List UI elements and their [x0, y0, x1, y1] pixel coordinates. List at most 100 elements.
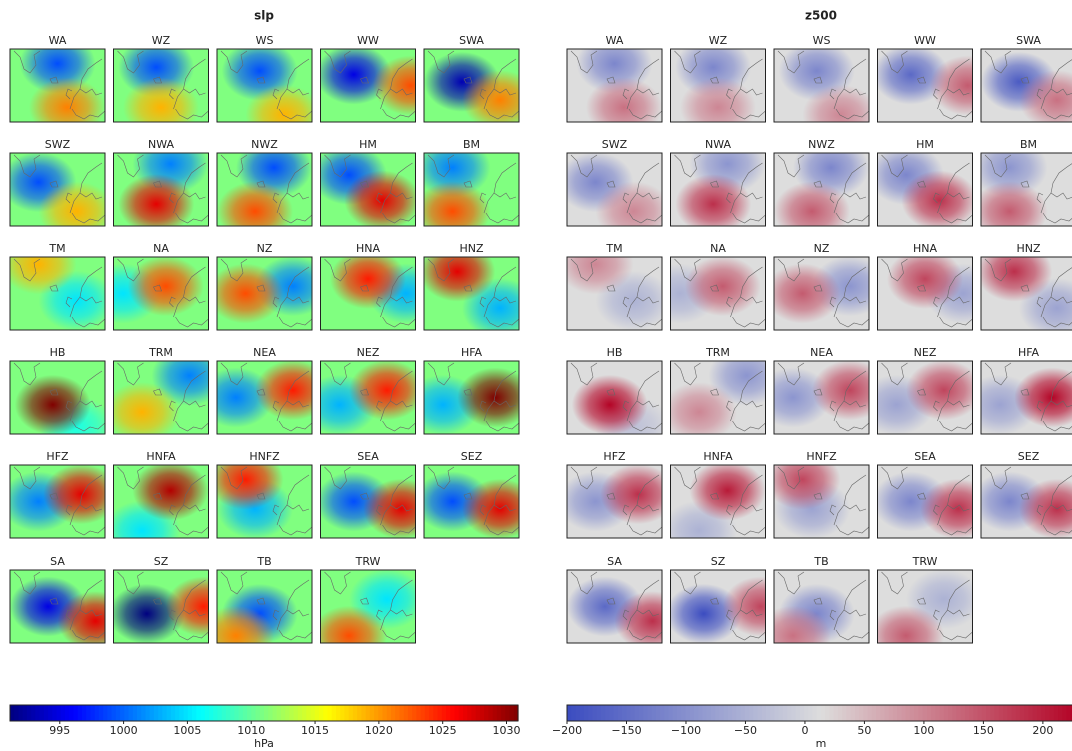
colorbar-tick-label: 200 [1032, 724, 1053, 737]
panel-title: WS [813, 34, 831, 47]
panel-title: WW [914, 34, 936, 47]
map-panel [976, 242, 1072, 339]
figure-title: z500 [805, 9, 837, 23]
colorbar-tick-label: 50 [857, 724, 871, 737]
panel-title: SZ [711, 555, 726, 568]
map-panel [962, 361, 1072, 435]
colorbar-tick-label: 0 [801, 724, 808, 737]
panel-title: SEZ [1018, 450, 1040, 463]
panel-title: SWZ [602, 138, 628, 151]
map-panel [419, 242, 538, 339]
colorbar-tick-label: 1000 [110, 724, 138, 737]
map-panel [755, 360, 888, 434]
colorbar-tick-label: 1025 [429, 724, 457, 737]
panel-title: SWA [1016, 34, 1041, 47]
panel-title: NA [710, 242, 726, 255]
figure-title: slp [254, 9, 274, 23]
panel-title: NWA [148, 138, 175, 151]
panel-title: TRM [148, 346, 173, 359]
panel-title: WZ [152, 34, 171, 47]
colorbar-label: hPa [254, 737, 274, 750]
panel-title: NA [153, 242, 169, 255]
map-panel [104, 461, 209, 561]
map-panel [774, 41, 879, 145]
colorbar-tick-label: 150 [973, 724, 994, 737]
map-panel [311, 145, 420, 231]
panel-title: NZ [814, 242, 830, 255]
map-panel [661, 461, 766, 561]
panel-title: HM [359, 138, 377, 151]
panel-title: WA [49, 34, 67, 47]
panel-title: HNZ [459, 242, 484, 255]
panel-title: WA [606, 34, 624, 47]
panel-title: HNFZ [806, 450, 837, 463]
panel-title: SEA [357, 450, 379, 463]
panel-title: HNZ [1016, 242, 1041, 255]
panel-title: WS [256, 34, 274, 47]
panel-title: TM [605, 242, 622, 255]
colorbar [567, 705, 1072, 721]
page: {"figures": [ {"title": "slp", "panels":… [0, 0, 1072, 751]
colorbar-tick-label: 1015 [301, 724, 329, 737]
map-panel [558, 464, 677, 538]
map-panel [868, 145, 977, 231]
colorbar-tick-label: 1020 [365, 724, 393, 737]
map-panel [217, 41, 322, 145]
panel-title: WZ [709, 34, 728, 47]
map-panel [981, 49, 1072, 130]
panel-title: BM [463, 138, 480, 151]
map-panel [311, 569, 425, 666]
panel-title: TB [813, 555, 828, 568]
panel-title: SEZ [461, 450, 483, 463]
panel-title: NWA [705, 138, 732, 151]
panel-title: HFA [1018, 346, 1040, 359]
map-panel [424, 49, 538, 130]
map-panel [198, 570, 312, 666]
panel-title: NWZ [808, 138, 835, 151]
map-panel [198, 360, 331, 434]
panel-title: NEA [810, 346, 833, 359]
map-panel [558, 152, 672, 241]
colorbar-label: m [816, 737, 827, 750]
map-panel [10, 361, 115, 457]
colorbar-tick-label: 1005 [173, 724, 201, 737]
colorbar-tick-label: 100 [913, 724, 934, 737]
panel-title: TB [256, 555, 271, 568]
panel-title: HFA [461, 346, 483, 359]
map-panel [316, 465, 440, 539]
colorbar-tick-label: 1010 [237, 724, 265, 737]
colorbar [10, 705, 519, 721]
panel-title: HB [607, 346, 623, 359]
map-panel [1, 464, 120, 538]
panel-title: SA [50, 555, 65, 568]
panel-title: HFZ [603, 450, 626, 463]
panel-title: SWA [459, 34, 484, 47]
panel-title: HNA [913, 242, 938, 255]
panel-title: TRM [705, 346, 730, 359]
panel-title: NEZ [914, 346, 937, 359]
panel-title: SEA [914, 450, 936, 463]
panel-title: SA [607, 555, 622, 568]
panel-title: NEA [253, 346, 276, 359]
panel-title: HNFZ [249, 450, 280, 463]
panel-title: TM [48, 242, 65, 255]
colorbar-tick-label: −150 [611, 724, 641, 737]
map-panel [567, 361, 672, 457]
panel-title: TRW [355, 555, 381, 568]
panel-title: BM [1020, 138, 1037, 151]
colorbar-tick-label: −200 [552, 724, 582, 737]
panel-title: NEZ [357, 346, 380, 359]
panel-title: NZ [257, 242, 273, 255]
panel-title: HB [50, 346, 66, 359]
map-panel [972, 465, 1072, 539]
colorbar-tick-label: −50 [734, 724, 757, 737]
panel-title: HM [916, 138, 934, 151]
colorbar-tick-label: 1030 [493, 724, 521, 737]
map-panel [868, 569, 982, 666]
figure: slp WA WZ WS WW SWA SWZ NWA NWZ HM BM TM NA NZ HNA HNZ H… [0, 0, 1072, 751]
panel-title: SZ [154, 555, 169, 568]
panel-title: TRW [912, 555, 938, 568]
panel-title: HNFA [703, 450, 733, 463]
panel-title: NWZ [251, 138, 278, 151]
panel-title: HFZ [46, 450, 69, 463]
